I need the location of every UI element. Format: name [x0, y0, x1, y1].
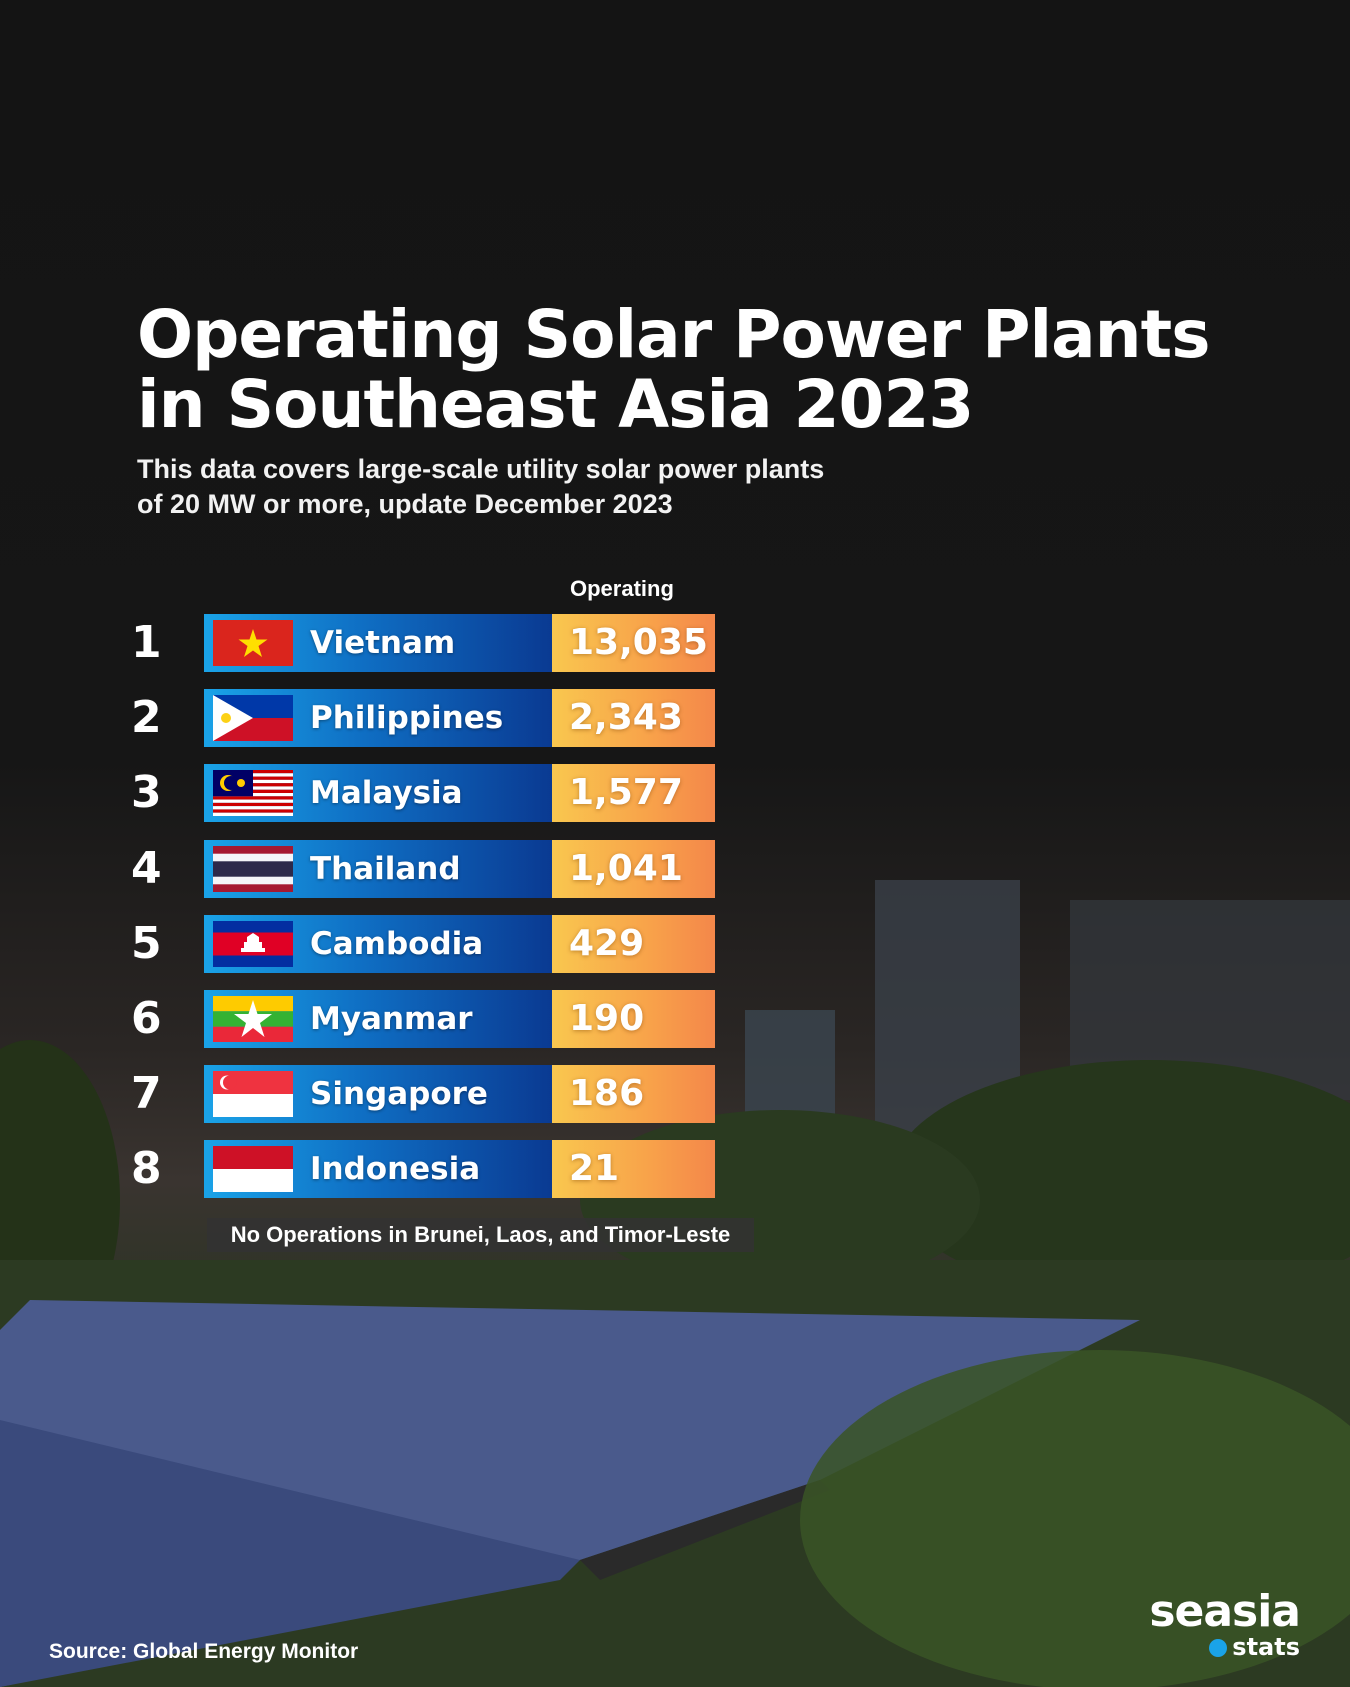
- thailand-flag-icon: [213, 845, 293, 892]
- row-bar: Malaysia 1,577: [204, 764, 715, 823]
- logo-text-stats: stats: [1232, 1633, 1300, 1661]
- rank-number: 7: [131, 1068, 162, 1120]
- title-line-1: Operating Solar Power Plants: [137, 296, 1210, 373]
- country-cell: Philippines: [204, 689, 552, 748]
- title-line-2: in Southeast Asia 2023: [137, 366, 974, 443]
- operating-value: 429: [569, 922, 645, 964]
- rank-number: 1: [131, 617, 162, 668]
- value-cell: 429: [552, 914, 715, 973]
- value-cell: 13,035: [552, 614, 715, 672]
- value-cell: 190: [552, 990, 715, 1048]
- value-cell: 21: [552, 1140, 715, 1199]
- no-operations-note: No Operations in Brunei, Laos, and Timor…: [207, 1218, 754, 1252]
- table-row: 6 Myanmar 190: [131, 990, 731, 1048]
- chart-subtitle: This data covers large-scale utility sol…: [137, 452, 824, 522]
- table-row: 4 Thailand 1,041: [131, 839, 731, 898]
- row-bar: Myanmar 190: [204, 990, 715, 1048]
- cambodia-flag-icon: [213, 920, 293, 967]
- source-label: Source: Global Energy Monitor: [49, 1640, 359, 1663]
- rank-number: 3: [131, 767, 162, 819]
- row-bar: Indonesia 21: [204, 1140, 715, 1199]
- rank-number: 2: [131, 692, 162, 744]
- logo-s-icon: [1209, 1639, 1228, 1657]
- philippines-flag-icon: [213, 695, 293, 742]
- row-bar: Vietnam 13,035: [204, 614, 715, 672]
- operating-value: 190: [569, 998, 645, 1039]
- table-row: 8 Indonesia 21: [131, 1140, 731, 1199]
- operating-value: 13,035: [569, 622, 708, 663]
- table-row: 2 Philippines 2,343: [131, 689, 731, 748]
- country-cell: Myanmar: [204, 990, 552, 1048]
- country-name: Philippines: [310, 700, 504, 737]
- rank-number: 4: [131, 842, 162, 894]
- operating-value: 186: [569, 1073, 645, 1115]
- country-name: Myanmar: [310, 1001, 473, 1037]
- column-header-operating: Operating: [570, 576, 674, 601]
- operating-value: 2,343: [569, 697, 683, 739]
- value-cell: 1,041: [552, 839, 715, 898]
- operating-value: 1,041: [569, 847, 683, 889]
- country-name: Vietnam: [310, 625, 456, 661]
- chart-title: Operating Solar Power Plants in Southeast…: [137, 300, 1210, 443]
- country-name: Indonesia: [310, 1151, 481, 1188]
- country-name: Thailand: [310, 850, 461, 887]
- country-name: Singapore: [310, 1076, 488, 1113]
- country-cell: Cambodia: [204, 914, 552, 973]
- country-cell: Malaysia: [204, 764, 552, 823]
- country-cell: Indonesia: [204, 1140, 552, 1199]
- singapore-flag-icon: [213, 1071, 293, 1118]
- operating-value: 1,577: [569, 772, 683, 814]
- rank-number: 6: [131, 993, 162, 1044]
- value-cell: 2,343: [552, 689, 715, 748]
- myanmar-flag-icon: [213, 996, 293, 1042]
- subtitle-line-1: This data covers large-scale utility sol…: [137, 454, 825, 484]
- malaysia-flag-icon: [213, 770, 293, 817]
- table-row: 7 Singapore 186: [131, 1065, 731, 1124]
- operating-value: 21: [569, 1148, 620, 1190]
- row-bar: Singapore 186: [204, 1065, 715, 1124]
- subtitle-line-2: of 20 MW or more, update December 2023: [137, 489, 673, 519]
- country-name: Cambodia: [310, 925, 484, 962]
- country-cell: Thailand: [204, 839, 552, 898]
- value-cell: 186: [552, 1065, 715, 1124]
- seasia-stats-logo: seasia stats: [1148, 1586, 1301, 1661]
- table-row: 3 Malaysia 1,577: [131, 764, 731, 823]
- country-cell: Vietnam: [204, 614, 552, 672]
- table-row: 1 Vietnam 13,035: [131, 614, 731, 672]
- rank-number: 8: [131, 1143, 162, 1195]
- country-name: Malaysia: [310, 775, 463, 812]
- row-bar: Thailand 1,041: [204, 839, 715, 898]
- row-bar: Philippines 2,343: [204, 689, 715, 748]
- table-row: 5 Cambodia 429: [131, 914, 731, 973]
- logo-text-seasia: seasia: [1149, 1586, 1301, 1637]
- rank-number: 5: [131, 917, 162, 969]
- vietnam-flag-icon: [213, 620, 293, 666]
- logo-stats: stats: [1148, 1634, 1300, 1660]
- indonesia-flag-icon: [213, 1146, 293, 1193]
- row-bar: Cambodia 429: [204, 914, 715, 973]
- value-cell: 1,577: [552, 764, 715, 823]
- country-cell: Singapore: [204, 1065, 552, 1124]
